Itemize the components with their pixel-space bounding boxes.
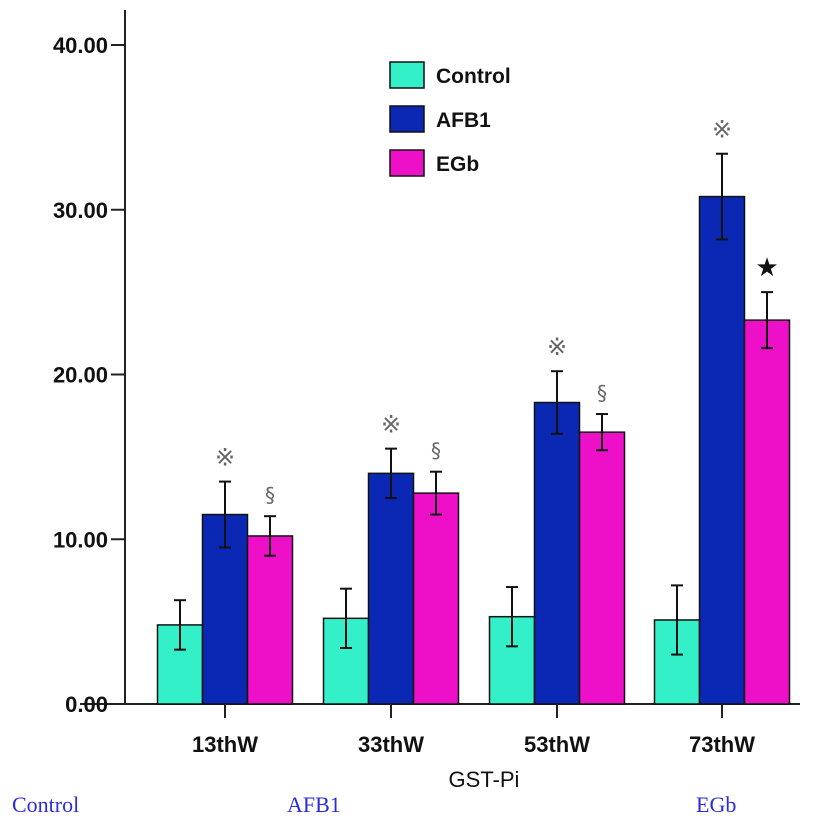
legend-swatch-control bbox=[389, 61, 425, 89]
x-axis-label: GST-Pi bbox=[449, 767, 520, 790]
legend-label-egb: EGb bbox=[436, 153, 479, 176]
bar-egb-33thW bbox=[412, 492, 460, 705]
y-tick-label: 30.00 bbox=[53, 198, 108, 223]
x-tick-label: 73thW bbox=[689, 732, 755, 757]
y-tick-label: 0.00 bbox=[65, 692, 108, 717]
y-tick-label: 40.00 bbox=[53, 33, 108, 58]
caption-afb1: AFB1 bbox=[287, 792, 341, 817]
significance-reference-mark: ※ bbox=[215, 444, 235, 472]
significance-section-mark: § bbox=[597, 381, 607, 405]
bar-egb-13thW bbox=[246, 535, 294, 705]
bar-egb-73thW bbox=[743, 319, 791, 705]
significance-section-mark: § bbox=[265, 483, 275, 507]
y-tick-label: 10.00 bbox=[53, 527, 108, 552]
significance-reference-mark: ※ bbox=[547, 333, 567, 361]
y-tick-label: 20.00 bbox=[53, 363, 108, 388]
significance-reference-mark: ※ bbox=[712, 116, 732, 144]
legend-swatch-egb bbox=[389, 149, 425, 177]
bar-afb1-53thW bbox=[533, 401, 581, 705]
x-tick-label: 33thW bbox=[358, 732, 424, 757]
legend-label-control: Control bbox=[436, 65, 511, 88]
significance-section-mark: § bbox=[431, 439, 441, 463]
significance-reference-mark: ※ bbox=[381, 411, 401, 439]
bar-chart: 0.00 10.00 20.00 30.00 40.00 13thW 33thW 53thW 7… bbox=[53, 10, 800, 790]
bar-afb1-73thW bbox=[698, 195, 746, 705]
x-tick-label: 13thW bbox=[192, 732, 258, 757]
legend-swatch-afb1 bbox=[389, 105, 425, 133]
x-tick-label: 53thW bbox=[524, 732, 590, 757]
significance-star-icon: ★ bbox=[755, 253, 778, 283]
bar-afb1-33thW bbox=[367, 472, 415, 705]
caption-control: Control bbox=[12, 792, 80, 817]
bar-egb-53thW bbox=[578, 431, 626, 705]
caption-egb: EGb bbox=[696, 792, 737, 817]
legend-label-afb1: AFB1 bbox=[436, 109, 491, 132]
